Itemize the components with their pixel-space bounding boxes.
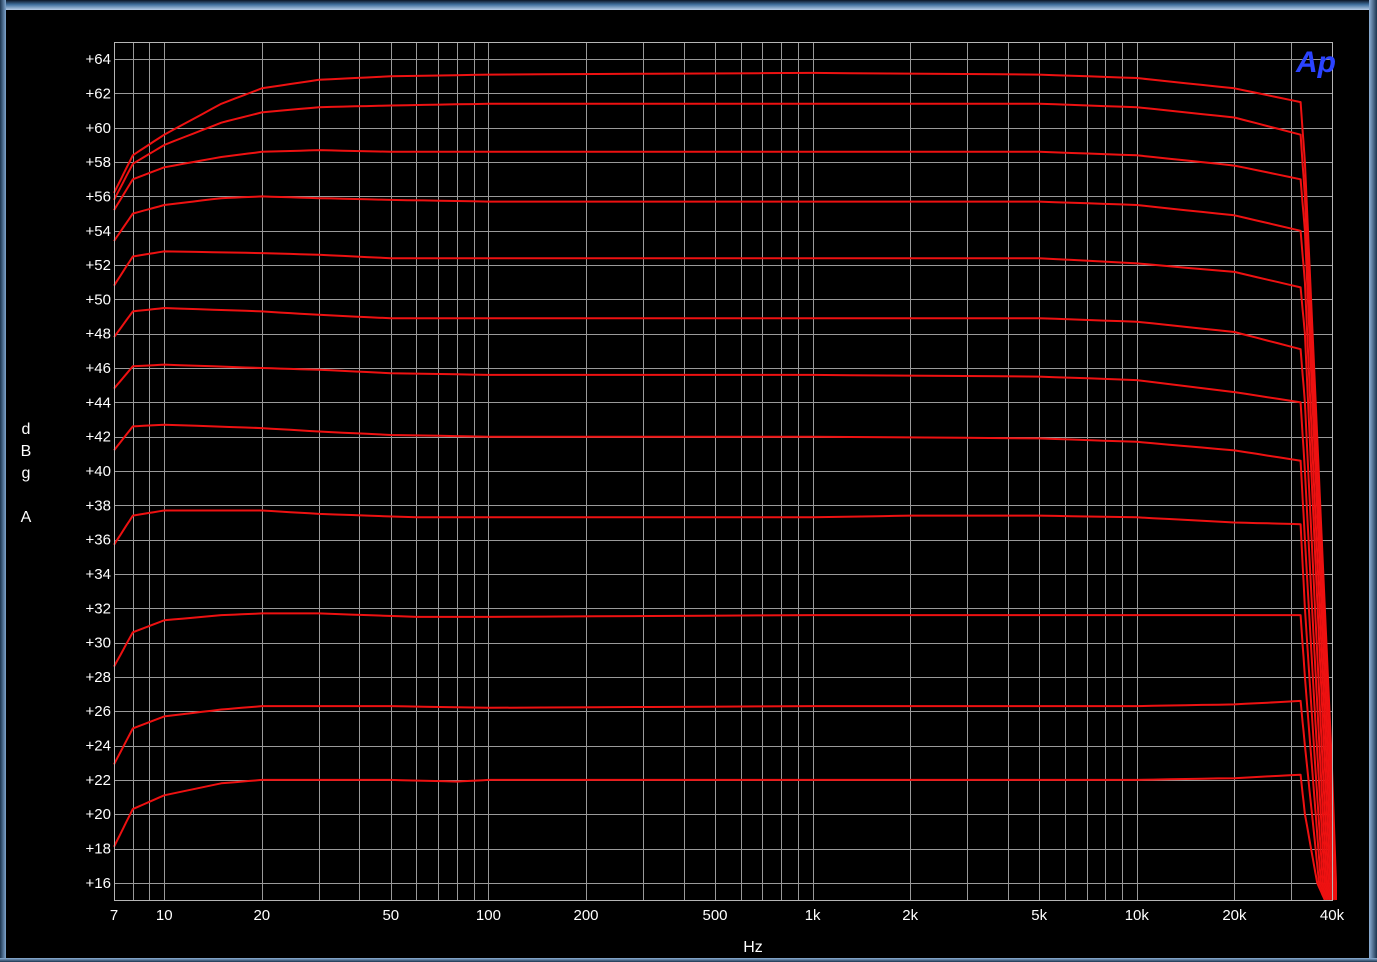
series-line-10 (113, 149, 1337, 900)
y-tick-label: +60 (86, 120, 111, 137)
y-tick-label: +16 (86, 875, 111, 892)
x-axis-label: Hz (743, 939, 763, 956)
y-tick-label: +20 (86, 806, 111, 823)
window-frame-left (0, 0, 6, 962)
y-tick-label: +50 (86, 291, 111, 308)
y-axis-label: dBg A (21, 421, 32, 526)
series-line-1 (113, 773, 1326, 901)
y-tick-label: +34 (86, 566, 111, 583)
y-axis-label-char: B (21, 443, 32, 460)
y-tick-label: +42 (86, 429, 111, 446)
x-tick-label: 40k (1320, 907, 1345, 924)
y-tick-label: +24 (86, 738, 111, 755)
x-tick-label: 1k (805, 907, 821, 924)
grid (114, 42, 1333, 900)
window-frame-top (0, 0, 1377, 10)
window-frame-bottom (0, 958, 1377, 962)
y-tick-label: +56 (86, 188, 111, 205)
series-line-4 (113, 509, 1332, 901)
series-line-2 (113, 699, 1328, 901)
y-tick-label: +52 (86, 257, 111, 274)
x-tick-label: 7 (110, 907, 118, 924)
ap-logo: Ap (1295, 46, 1336, 79)
y-tick-label: +30 (86, 635, 111, 652)
y-tick-label: +48 (86, 326, 111, 343)
x-tick-label: 2k (902, 907, 918, 924)
y-axis-ticks: +16 +18 +20 +22 +24 +26 +28 +30 +32 +34 +36 +38 +40 +… (86, 51, 111, 892)
y-tick-label: +22 (86, 772, 111, 789)
x-tick-label: 200 (573, 907, 598, 924)
x-tick-label: 100 (476, 907, 501, 924)
x-tick-label: 20k (1222, 907, 1247, 924)
series-line-12 (113, 71, 1337, 900)
series-group (113, 71, 1337, 901)
y-tick-label: +36 (86, 532, 111, 549)
series-line-6 (113, 363, 1335, 901)
x-axis-ticks: 7 10 20 50 100 200 500 1k 2k 5k 10k 20k 40k (110, 907, 1345, 924)
y-axis-label-char: d (22, 421, 31, 438)
y-tick-label: +62 (86, 85, 111, 102)
series-line-5 (113, 423, 1333, 901)
series-line-11 (113, 102, 1337, 900)
y-tick-label: +32 (86, 600, 111, 617)
y-tick-label: +26 (86, 703, 111, 720)
y-axis-label-char: A (21, 509, 32, 526)
y-tick-label: +64 (86, 51, 111, 68)
y-tick-label: +18 (86, 841, 111, 858)
y-tick-label: +44 (86, 394, 111, 411)
x-tick-label: 50 (382, 907, 399, 924)
x-tick-label: 10 (156, 907, 173, 924)
x-tick-label: 5k (1031, 907, 1047, 924)
y-tick-label: +28 (86, 669, 111, 686)
frequency-response-chart: +16 +18 +20 +22 +24 +26 +28 +30 +32 +34 +36 +38 +40 +… (21, 42, 1345, 956)
series-line-3 (113, 612, 1330, 901)
series-line-8 (113, 250, 1337, 900)
x-tick-label: 500 (703, 907, 728, 924)
plot-panel: +16 +18 +20 +22 +24 +26 +28 +30 +32 +34 +36 +38 +40 +… (8, 10, 1366, 958)
y-axis-label-char: g (22, 465, 31, 482)
y-tick-label: +46 (86, 360, 111, 377)
plot-area-border (114, 42, 1333, 901)
y-tick-label: +38 (86, 497, 111, 514)
series-line-7 (113, 307, 1337, 901)
x-tick-label: 10k (1125, 907, 1150, 924)
y-tick-label: +40 (86, 463, 111, 480)
y-tick-label: +54 (86, 223, 111, 240)
series-line-9 (113, 195, 1337, 900)
window-frame-right (1369, 0, 1377, 962)
x-tick-label: 20 (253, 907, 270, 924)
y-tick-label: +58 (86, 154, 111, 171)
